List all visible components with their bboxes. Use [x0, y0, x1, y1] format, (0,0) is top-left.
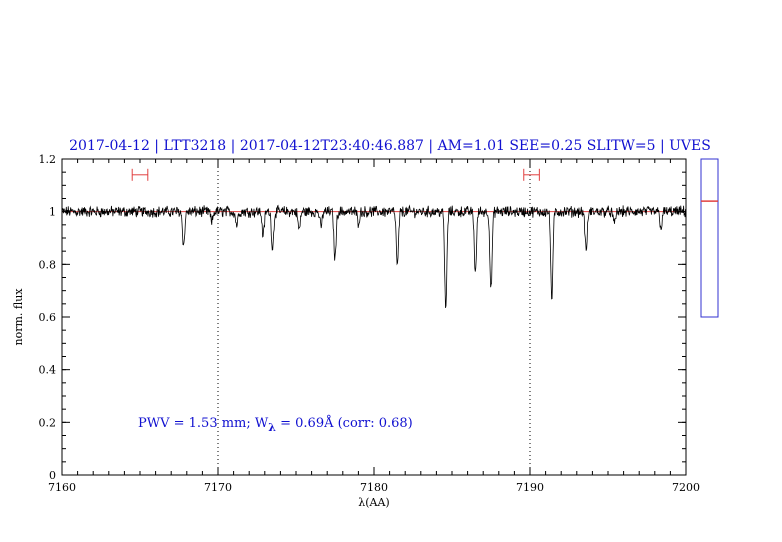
continuum-window [523, 168, 540, 181]
y-tick-label: 1 [49, 206, 56, 219]
y-ticks: 0 0.2 0.4 0.6 0.8 1 1.2 [39, 153, 686, 482]
spectrum-line [61, 204, 687, 308]
pwv-annotation: PWV = 1.53 mm; Wλ = 0.69Å (corr: 0.68) [138, 415, 413, 434]
x-tick-label: 7180 [360, 481, 388, 494]
chart-title: 2017-04-12 | LTT3218 | 2017-04-12T23:40:… [69, 138, 711, 154]
pwv-annotation-subscript: λ [268, 421, 276, 434]
x-tick-label: 7190 [516, 481, 544, 494]
continuum-windows [131, 168, 540, 181]
continuum-window [131, 168, 149, 181]
side-indicator [700, 158, 719, 318]
indicator-box [700, 158, 719, 318]
y-tick-label: 0.8 [39, 258, 57, 271]
y-tick-label: 1.2 [39, 153, 57, 166]
y-tick-label: 0.2 [39, 416, 57, 429]
y-tick-label: 0 [49, 469, 56, 482]
x-axis-label: λ(AA) [358, 496, 389, 509]
x-tick-label: 7200 [672, 481, 700, 494]
y-tick-label: 0.6 [39, 311, 57, 324]
x-tick-label: 7160 [48, 481, 76, 494]
y-tick-label: 0.4 [39, 364, 57, 377]
x-tick-label: 7170 [204, 481, 232, 494]
x-ticks: 7160 7170 7180 7190 7200 [48, 159, 700, 494]
plot-area: 7160 7170 7180 7190 7200 0 0.2 0.4 0.6 0.8 1 1.2 [39, 153, 701, 494]
pwv-annotation-suffix: = 0.69Å (corr: 0.68) [276, 415, 413, 431]
y-axis-label: norm. flux [12, 288, 25, 346]
pwv-annotation-prefix: PWV = 1.53 mm; W [138, 416, 269, 431]
